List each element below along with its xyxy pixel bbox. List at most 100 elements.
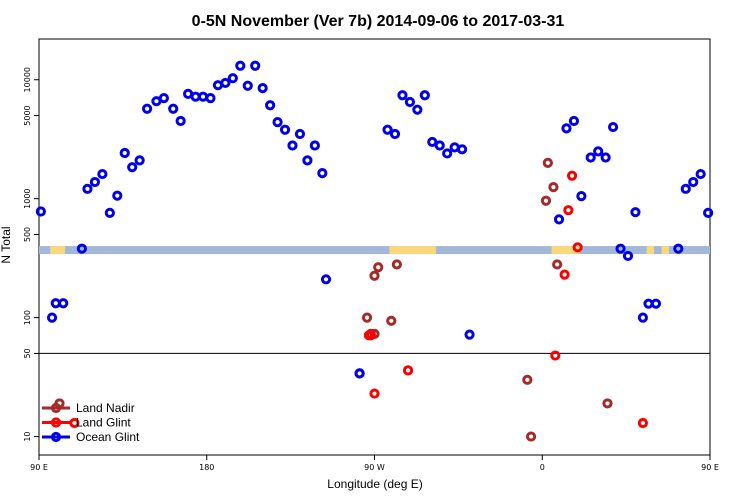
data-point [585,152,596,163]
data-point [127,162,138,173]
data-point [695,168,706,180]
data-point [412,104,423,115]
data-point [58,298,69,309]
land-segment [551,246,580,255]
y-tick-label: 1000 [23,188,32,208]
y-tick-label: 50 [23,348,32,358]
data-point [354,368,365,379]
data-point [673,243,684,254]
data-point [373,262,384,273]
data-point [242,80,253,91]
data-point [566,170,578,181]
data-point [369,388,380,399]
data-point [553,214,565,225]
y-tick-label: 500 [23,227,32,242]
ocean-band [39,246,710,255]
x-tick-label: 90 W [364,463,385,472]
y-axis-label: N Total [0,226,13,263]
x-tick-label: 180 [199,463,214,472]
data-point [563,205,574,216]
land-segment [661,246,669,255]
chart-title: 0-5N November (Ver 7b) 2014-09-06 to 201… [192,13,565,30]
x-axis: 90 E 180 90 W 0 90 E [30,455,719,472]
data-point [607,121,619,133]
data-point [82,183,93,194]
x-tick-label: 90 E [30,463,48,472]
legend-label: Land Glint [76,416,131,430]
data-point [302,155,313,166]
land-segment [389,246,437,255]
data-point [175,115,186,127]
data-point [294,128,306,140]
data-point [317,168,328,179]
data-point [158,93,169,104]
data-point [548,182,559,193]
data-points [35,60,714,442]
data-point [89,176,101,188]
data-point [320,274,332,285]
data-point [703,207,714,218]
data-point [602,398,613,409]
legend-label: Land Nadir [76,401,135,415]
data-point [112,190,123,201]
legend-marker [50,431,62,443]
x-axis-label: Longitude (deg E) [327,477,422,491]
data-point [572,242,583,253]
legend-marker [50,417,62,428]
data-point [309,140,320,151]
data-point [365,330,376,341]
data-point [576,191,587,202]
data-point [442,148,453,159]
data-point [559,269,570,280]
data-point [525,431,537,442]
data-point [419,90,430,101]
data-point [265,100,276,111]
surface-band [39,246,710,255]
data-point [272,117,283,128]
y-axis: 10 50 100 500 1000 5000 10000 [23,67,39,442]
data-point [622,250,634,262]
data-point [630,207,641,218]
data-point [134,155,145,166]
data-point [69,417,80,429]
data-point [279,124,291,135]
data-point [615,243,626,254]
land-segment [646,246,655,255]
data-point [688,176,699,188]
data-point [402,365,414,376]
y-tick-label: 10 [23,431,32,441]
data-point [637,417,649,429]
data-point [540,195,552,206]
y-tick-label: 100 [23,310,32,325]
data-point [76,243,87,254]
legend-label: Ocean Glint [76,430,140,444]
data-point [35,206,46,217]
data-point [568,115,580,127]
y-tick-label: 5000 [23,105,32,125]
data-point [434,140,445,151]
data-point [104,207,115,218]
data-point [637,312,649,323]
data-point [391,259,402,270]
data-point [119,147,130,159]
data-point [404,96,416,108]
data-point [550,350,561,361]
y-tick-label: 10000 [23,67,32,92]
data-point [220,77,231,89]
x-tick-label: 90 E [701,463,719,472]
data-point [389,128,401,140]
data-point [287,140,298,151]
data-point [386,315,397,326]
data-point [561,123,572,134]
legend-marker [50,402,62,414]
data-point [46,312,58,323]
data-point [142,103,153,114]
land-segment [50,246,66,255]
data-point [600,152,611,163]
data-point [593,146,604,157]
data-point [205,93,216,104]
data-point [427,136,438,148]
data-point [168,103,179,114]
